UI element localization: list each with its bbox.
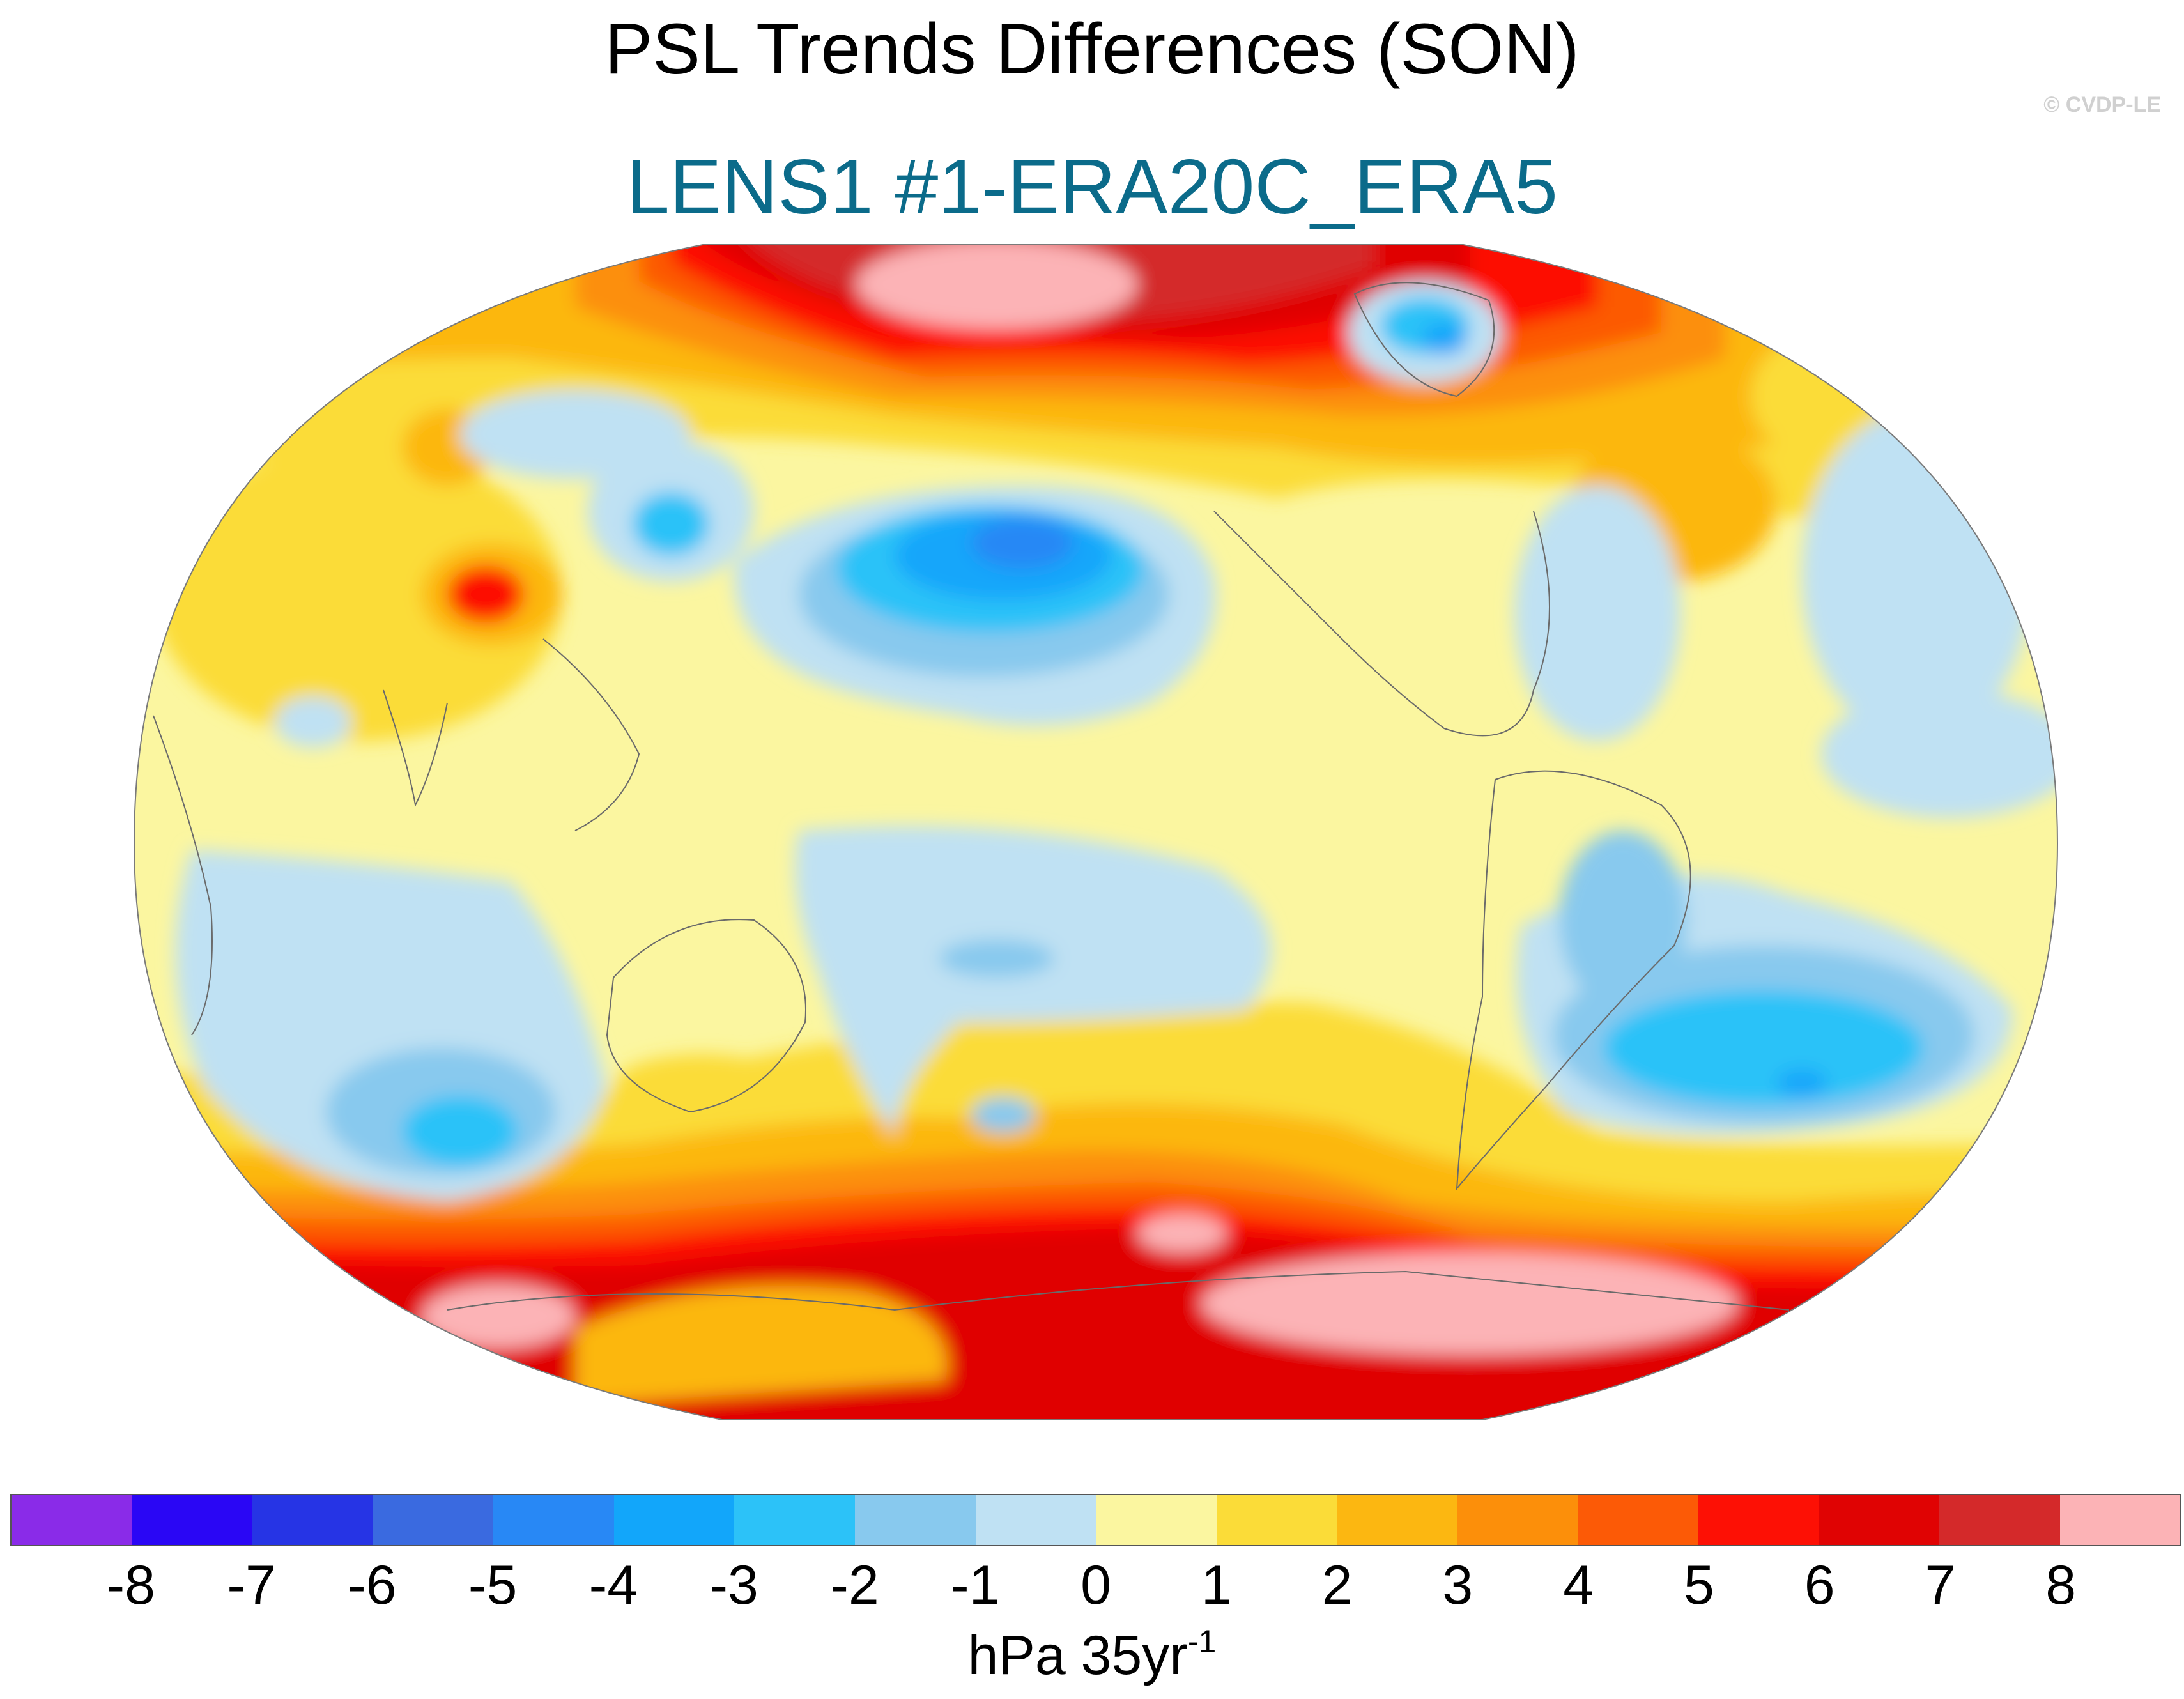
globe-outline	[133, 244, 2059, 1420]
units-main: hPa 35yr	[967, 1625, 1188, 1686]
colorbar-tick-label: -4	[588, 1555, 638, 1616]
asia-1to2	[153, 447, 562, 741]
colorbar-tick-label: -6	[348, 1555, 397, 1616]
units-superscript: -1	[1187, 1624, 1217, 1659]
colorbar-tick-label: 4	[1563, 1555, 1594, 1616]
indian-ocean-0to-1	[275, 696, 351, 748]
south-pacific-0to-1	[795, 826, 1272, 1137]
colorbar-tick-label: 5	[1683, 1555, 1714, 1616]
colorbar-tick-label: -2	[830, 1555, 879, 1616]
colorbar-box	[493, 1495, 614, 1545]
colorbar-box	[132, 1495, 253, 1545]
tibet-4to6	[447, 565, 524, 623]
world-map	[133, 244, 2059, 1420]
copyright-notice: © CVDP-LE	[2043, 93, 2161, 117]
colorbar-tick-label: 3	[1442, 1555, 1473, 1616]
south-atlantic-2to3	[1604, 990, 1923, 1105]
colorbar-tick-label: -1	[950, 1555, 1000, 1616]
colorbar-box	[12, 1495, 132, 1545]
colorbar-tick-label: -8	[106, 1555, 155, 1616]
greenland-coast	[1353, 282, 1495, 397]
australia-coast	[606, 919, 806, 1113]
colorbar-tick-label: 2	[1321, 1555, 1353, 1616]
colorbar-tick-label: 8	[2045, 1555, 2077, 1616]
colorbar-box	[613, 1495, 735, 1545]
colorbar-box	[1216, 1495, 1337, 1545]
india-coast	[383, 689, 448, 808]
colorbar-tick-label: -7	[227, 1555, 276, 1616]
central-asia-0to-1	[460, 390, 690, 479]
colorbar-units: hPa 35yr-1	[0, 1623, 2184, 1687]
coastlines	[153, 282, 1790, 1311]
atlantic-0to-1	[1514, 486, 1680, 741]
south-pacific-small-1to2	[971, 1097, 1035, 1133]
south-atlantic-3to4	[1776, 1069, 1827, 1097]
colorbar-tick-label: -3	[709, 1555, 758, 1616]
asia-coast	[542, 638, 640, 831]
colorbar-tick-label: 6	[1804, 1555, 1835, 1616]
south-pacific-1to2	[939, 939, 1054, 978]
colorbar-tick-label: -5	[468, 1555, 518, 1616]
colorbar	[10, 1494, 2181, 1546]
south-america-1to2	[1559, 831, 1687, 1010]
colorbar-box	[1698, 1495, 1819, 1545]
colorbar-box	[373, 1495, 494, 1545]
antarctica-coast	[447, 1270, 1790, 1311]
colorbar-box	[854, 1495, 976, 1545]
east-asia-1to2	[633, 492, 709, 556]
antarctic-coast-mixed	[575, 1286, 948, 1406]
colorbar-tick-label: 1	[1201, 1555, 1232, 1616]
colorbar-box	[1819, 1495, 1939, 1545]
field-layer	[134, 245, 2057, 1420]
colorbar-tick-label: 0	[1080, 1555, 1111, 1616]
australia-south-1to2	[613, 1054, 792, 1118]
antarctic-high-8	[1201, 1252, 1738, 1355]
colorbar-box	[1578, 1495, 1698, 1545]
south-america-coast	[1456, 770, 1691, 1190]
colorbar-box	[1939, 1495, 2060, 1545]
map-subtitle: LENS1 #1-ERA20C_ERA5	[626, 143, 1558, 230]
colorbar-box	[2059, 1495, 2181, 1545]
colorbar-box	[252, 1495, 373, 1545]
antarctic-high-small-8	[1137, 1214, 1227, 1252]
colorbar-box	[1337, 1495, 1457, 1545]
colorbar-box	[1096, 1495, 1217, 1545]
north-america-coast	[1213, 511, 1550, 737]
greenland-3to4	[1422, 323, 1466, 355]
weddell-high-8	[422, 1284, 575, 1348]
colorbar-box	[975, 1495, 1096, 1545]
colorbar-tick-label: 7	[1925, 1555, 1956, 1616]
map-title: PSL Trends Differences (SON)	[604, 9, 1580, 89]
arctic-high-8	[856, 245, 1137, 329]
colorbar-box	[1457, 1495, 1578, 1545]
africa-0to-1	[1821, 690, 2057, 818]
africa-coast	[153, 715, 213, 1036]
colorbar-box	[734, 1495, 855, 1545]
north-pacific-4to5	[971, 518, 1073, 569]
south-indian-2to3	[403, 1096, 518, 1166]
